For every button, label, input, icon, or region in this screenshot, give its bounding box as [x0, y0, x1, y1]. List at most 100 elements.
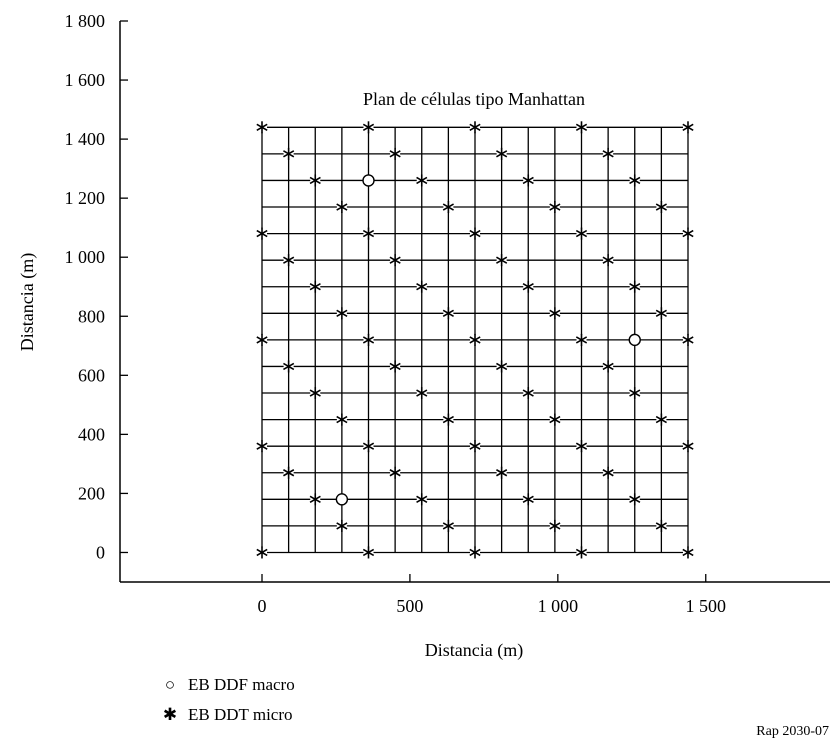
micro-base-station-point: [629, 387, 641, 400]
legend-label-macro: EB DDF macro: [188, 675, 295, 694]
y-ticks: 0 200 400 600 800 1 000 1 200 1 400 1 600 1 800: [65, 11, 128, 562]
macro-base-station-point: [335, 493, 349, 506]
micro-base-station-point: [469, 440, 481, 453]
micro-base-station-point: [496, 254, 508, 267]
micro-base-station-point: [336, 201, 348, 214]
micro-base-station-point: [256, 121, 268, 134]
y-tick-label: 1 000: [65, 247, 106, 267]
y-tick-label: 1 600: [65, 70, 106, 90]
micro-base-station-point: [522, 174, 534, 187]
micro-base-station-point: [336, 519, 348, 532]
micro-base-station-point: [309, 387, 321, 400]
legend-item-macro: ○ EB DDF macro: [160, 675, 295, 695]
micro-base-station-point: [309, 493, 321, 506]
micro-base-station-point: [549, 413, 561, 426]
legend-item-micro: ✱ EB DDT micro: [160, 705, 293, 725]
y-tick-label: 1 400: [65, 129, 106, 149]
micro-base-station-point: [362, 121, 375, 134]
micro-base-station-point: [629, 280, 641, 293]
micro-base-station-point: [602, 360, 614, 373]
micro-base-station-point: [389, 254, 401, 267]
x-tick-label: 500: [396, 596, 423, 616]
micro-base-station-point: [602, 254, 614, 267]
micro-base-station-point: [575, 227, 588, 240]
micro-base-station-point: [522, 280, 534, 293]
micro-base-station-point: [416, 174, 428, 187]
circle-icon: ○: [164, 675, 176, 694]
micro-base-station-point: [336, 413, 348, 426]
micro-base-station-point: [575, 333, 588, 346]
micro-base-station-point: [283, 360, 295, 373]
x-tick-label: 1 000: [538, 596, 579, 616]
y-tick-label: 600: [78, 365, 105, 385]
micro-base-station-point: [469, 227, 481, 240]
micro-base-station-point: [469, 121, 481, 134]
micro-base-station-point: [469, 546, 481, 559]
micro-base-station-point: [416, 280, 428, 293]
y-axis-label: Distancia (m): [17, 253, 38, 351]
micro-base-station-point: [362, 546, 375, 559]
micro-base-station-point: [629, 174, 641, 187]
micro-base-station-point: [256, 333, 268, 346]
micro-base-station-point: [602, 147, 614, 160]
micro-base-station-point: [256, 440, 268, 453]
legend-label-micro: EB DDT micro: [188, 705, 293, 724]
street-grid: [261, 126, 689, 554]
micro-base-station-point: [416, 387, 428, 400]
micro-base-station-point: [389, 360, 401, 373]
y-tick-label: 800: [78, 306, 105, 326]
x-axis-label: Distancia (m): [425, 640, 523, 661]
y-tick-label: 200: [78, 483, 105, 503]
micro-base-station-point: [442, 519, 454, 532]
micro-base-station-point: [655, 413, 667, 426]
micro-base-station-point: [522, 493, 534, 506]
micro-base-station-point: [549, 307, 561, 320]
x-tick-label: 0: [258, 596, 267, 616]
micro-base-station-point: [442, 201, 454, 214]
micro-base-station-point: [655, 519, 667, 532]
micro-base-station-point: [309, 280, 321, 293]
micro-base-station-point: [575, 546, 588, 559]
y-tick-label: 1 800: [65, 11, 106, 31]
micro-base-station-point: [655, 307, 667, 320]
macro-base-station-point: [628, 333, 641, 347]
micro-base-station-point: [389, 466, 401, 479]
micro-base-station-point: [336, 307, 348, 320]
micro-base-station-point: [496, 360, 508, 373]
markers: [256, 121, 694, 559]
micro-base-station-point: [496, 147, 508, 160]
reference-label: Rap 2030-07: [756, 724, 829, 739]
micro-base-station-point: [283, 254, 295, 267]
micro-base-station-point: [283, 147, 295, 160]
micro-base-station-point: [362, 227, 375, 240]
micro-base-station-point: [575, 121, 588, 134]
asterisk-icon: ✱: [162, 705, 178, 724]
y-tick-label: 400: [78, 424, 105, 444]
micro-base-station-point: [469, 333, 481, 346]
micro-base-station-point: [442, 307, 454, 320]
micro-base-station-point: [682, 121, 694, 134]
micro-base-station-point: [682, 333, 694, 346]
micro-base-station-point: [549, 201, 561, 214]
y-tick-label: 1 200: [65, 188, 106, 208]
micro-base-station-point: [256, 227, 268, 240]
micro-base-station-point: [682, 440, 694, 453]
micro-base-station-point: [283, 466, 295, 479]
x-tick-label: 1 500: [686, 596, 727, 616]
micro-base-station-point: [256, 546, 268, 559]
micro-base-station-point: [362, 333, 375, 346]
x-ticks: 0 500 1 000 1 500: [258, 574, 727, 616]
micro-base-station-point: [362, 440, 375, 453]
chart-title: Plan de células tipo Manhattan: [363, 89, 585, 109]
micro-base-station-point: [602, 466, 614, 479]
micro-base-station-point: [416, 493, 428, 506]
micro-base-station-point: [629, 493, 641, 506]
y-tick-label: 0: [96, 542, 105, 562]
micro-base-station-point: [575, 440, 588, 453]
micro-base-station-point: [389, 147, 401, 160]
micro-base-station-point: [442, 413, 454, 426]
micro-base-station-point: [496, 466, 508, 479]
macro-base-station-point: [362, 174, 375, 187]
micro-base-station-point: [682, 227, 694, 240]
